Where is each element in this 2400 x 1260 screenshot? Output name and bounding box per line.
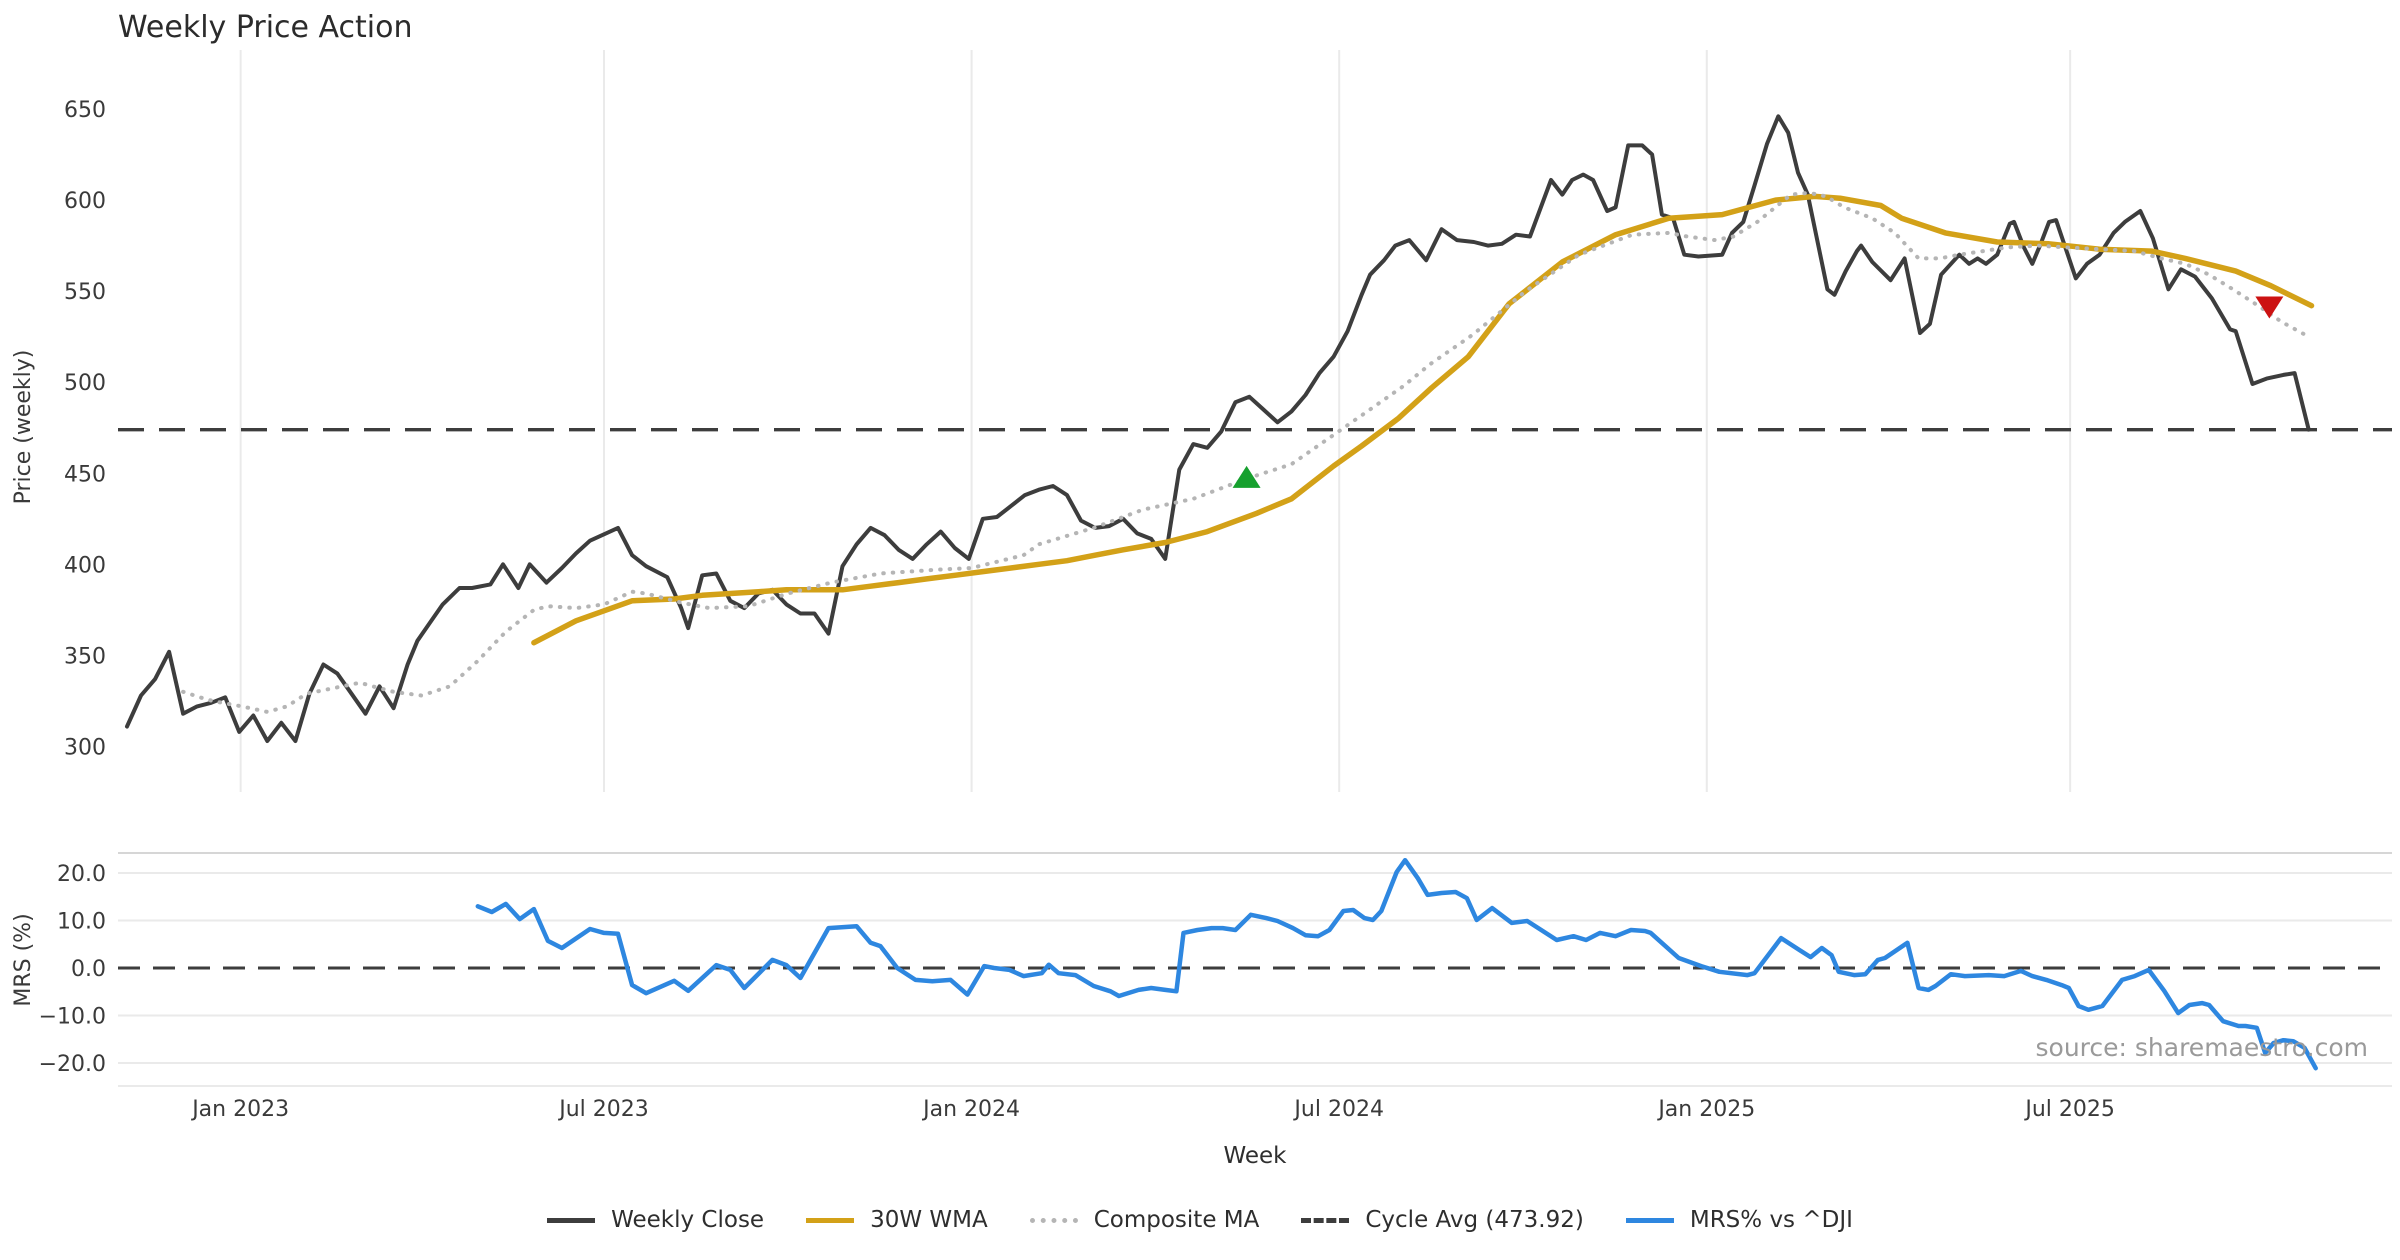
x-tick-label: Jan 2023 <box>190 1097 289 1122</box>
legend-item: Cycle Avg (473.92) <box>1301 1207 1584 1233</box>
mrs-axis-ticks: 20.0 10.0 0.0 −10.0 −20.0 <box>39 862 106 1077</box>
price-axis-ticks: 650 600 550 500 450 400 350 300 <box>64 98 106 760</box>
price-y-tick-label: 550 <box>64 280 106 305</box>
legend-swatch-solid-line-icon <box>806 1217 855 1223</box>
legend-item-label: MRS% vs ^DJI <box>1689 1207 1853 1233</box>
legend-item: Composite MA <box>1029 1207 1260 1233</box>
composite-ma-line <box>181 190 2311 714</box>
x-tick-label: Jul 2024 <box>1292 1097 1384 1122</box>
x-tick-label: Jan 2024 <box>921 1097 1020 1122</box>
price-y-tick-label: 450 <box>64 462 106 487</box>
price-y-tick-label: 650 <box>64 98 106 123</box>
sell-signal-triangle-down-icon <box>2255 296 2284 319</box>
price-y-tick-label: 300 <box>64 735 106 760</box>
mrs-axis-label: MRS (%) <box>11 913 36 1006</box>
price-y-tick-label: 500 <box>64 371 106 396</box>
legend-item: 30W WMA <box>806 1207 988 1233</box>
price-axis-label: Price (weekly) <box>11 350 36 505</box>
source-watermark: source: sharemaestro.com <box>2036 1033 2369 1062</box>
mrs-y-tick-label: −10.0 <box>39 1005 106 1030</box>
legend-swatch-solid-line-icon <box>547 1217 596 1223</box>
x-axis-label: Week <box>1223 1143 1287 1169</box>
legend-item: MRS% vs ^DJI <box>1625 1207 1853 1233</box>
30w-wma-line <box>531 193 2315 646</box>
price-y-tick-label: 400 <box>64 553 106 578</box>
price-y-tick-label: 350 <box>64 644 106 669</box>
mrs-y-tick-label: 0.0 <box>71 957 106 982</box>
chart-title: Weekly Price Action <box>118 10 413 45</box>
price-panel-series <box>125 114 2315 743</box>
x-tick-label: Jul 2023 <box>557 1097 649 1122</box>
mrs-vs-dji-line <box>475 857 2318 1071</box>
price-panel-gridlines <box>239 50 2072 792</box>
legend-swatch-dashed-line-icon <box>1301 1217 1350 1223</box>
buy-signal-triangle-up-icon <box>1232 465 1261 488</box>
reference-lines <box>118 428 2392 970</box>
x-axis-ticks: Jan 2023 Jul 2023 Jan 2024 Jul 2024 Jan 2025… <box>190 1097 2115 1122</box>
mrs-panel-series <box>475 857 2318 1071</box>
legend-item-label: Weekly Close <box>611 1207 765 1233</box>
signal-markers <box>1232 296 2284 488</box>
legend-swatch-dotted-line-icon <box>1029 1217 1078 1223</box>
x-tick-label: Jan 2025 <box>1656 1097 1755 1122</box>
mrs-y-tick-label: −20.0 <box>39 1052 106 1077</box>
mrs-y-tick-label: 20.0 <box>57 862 106 887</box>
chart-legend: Weekly Close 30W WMA Composite MA Cycle Avg… <box>0 1196 2400 1244</box>
legend-item-label: Composite MA <box>1093 1207 1260 1233</box>
x-tick-label: Jul 2025 <box>2023 1097 2115 1122</box>
legend-item-label: Cycle Avg (473.92) <box>1365 1207 1584 1233</box>
weekly-close-line <box>125 114 2311 743</box>
mrs-y-tick-label: 10.0 <box>57 910 106 935</box>
mrs-panel-gridlines <box>118 852 2392 1087</box>
legend-swatch-solid-line-icon <box>1625 1217 1674 1223</box>
price-y-tick-label: 600 <box>64 189 106 214</box>
legend-item: Weekly Close <box>547 1207 764 1233</box>
legend-item-label: 30W WMA <box>870 1207 988 1233</box>
